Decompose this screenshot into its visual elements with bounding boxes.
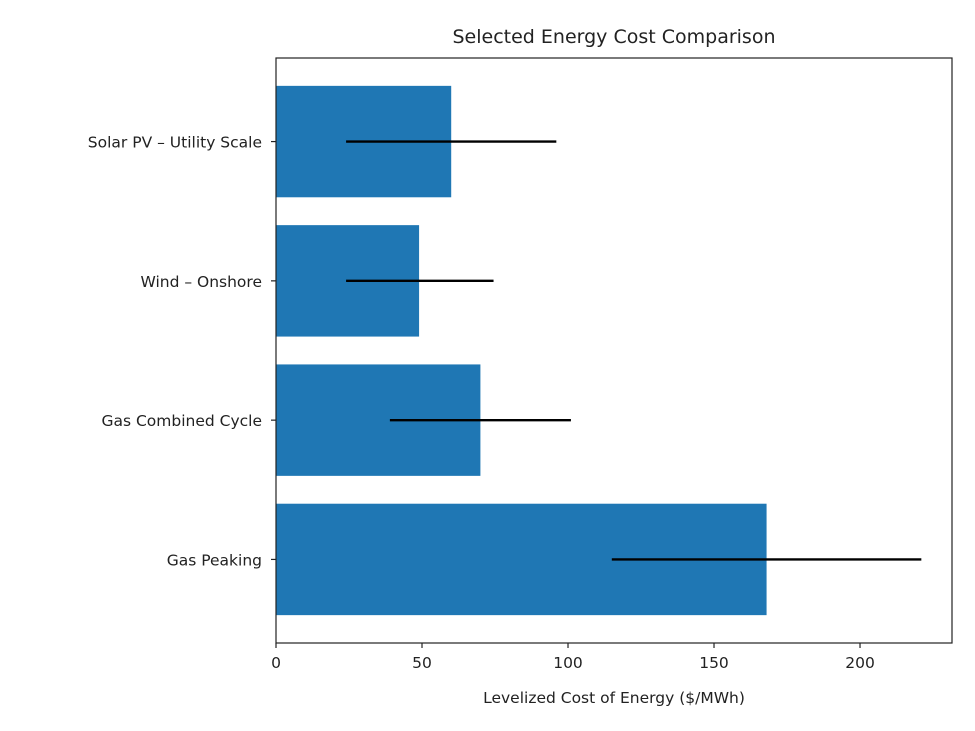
- y-tick-label: Wind – Onshore: [140, 273, 262, 291]
- y-tick-label: Gas Peaking: [167, 551, 262, 569]
- chart-title: Selected Energy Cost Comparison: [453, 26, 776, 48]
- bars-group: [276, 85, 767, 616]
- axes-frame: [275, 57, 953, 644]
- x-tick-label: 50: [412, 654, 432, 672]
- y-tick-label: Solar PV – Utility Scale: [88, 134, 262, 152]
- y-tick-label: Gas Combined Cycle: [101, 412, 262, 430]
- x-tick-label: 100: [553, 654, 583, 672]
- x-axis-ticks: 0 50 100 150 200: [271, 643, 875, 672]
- error-bars-group: [346, 140, 922, 561]
- x-tick-label: 0: [271, 654, 281, 672]
- y-axis-ticks: Gas Peaking Gas Combined Cycle Wind – Onsh…: [88, 134, 276, 569]
- x-tick-label: 200: [845, 654, 875, 672]
- x-tick-label: 150: [699, 654, 729, 672]
- x-axis-label: Levelized Cost of Energy ($/MWh): [483, 689, 745, 707]
